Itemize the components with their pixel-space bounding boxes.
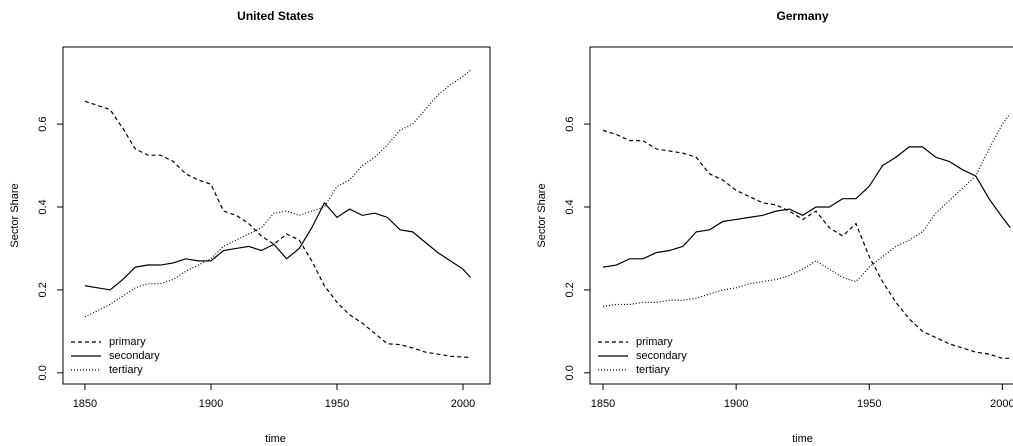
chart-title: Germany [776,9,828,23]
y-axis-label: Sector Share [9,183,21,247]
x-tick-label: 1900 [724,398,748,410]
x-tick-label: 2000 [990,398,1013,410]
x-tick-label: 1950 [857,398,881,410]
legend-label: tertiary [636,364,670,376]
series-line [84,100,471,359]
legend-label: secondary [109,350,160,362]
y-tick-label: 0.0 [37,365,49,380]
series-line [84,201,472,291]
y-tick-label: 0.6 [564,116,576,131]
y-tick-label: 0.0 [564,365,576,380]
y-tick-label: 0.2 [564,282,576,297]
y-tick-label: 0.2 [37,282,49,297]
legend-label: primary [636,336,673,348]
x-tick-label: 1850 [73,398,97,410]
y-tick-label: 0.4 [37,199,49,214]
plot-box [589,46,1013,385]
x-tick-label: 1850 [591,398,615,410]
legend-label: primary [109,336,146,348]
y-tick-label: 0.6 [37,116,49,131]
series-line [84,69,471,318]
x-tick-label: 1950 [325,398,349,410]
legend-label: secondary [636,350,687,362]
x-tick-label: 2000 [451,398,475,410]
y-tick-label: 0.4 [564,199,576,214]
x-axis-label: time [265,433,286,445]
series-line [602,146,1011,268]
chart-title: United States [237,9,314,23]
legend-label: tertiary [109,364,143,376]
x-tick-label: 1900 [199,398,223,410]
x-axis-label: time [792,433,813,445]
y-axis-label: Sector Share [536,183,548,247]
plot-box [62,46,491,385]
series-line [602,113,1011,308]
series-line [602,129,1011,359]
